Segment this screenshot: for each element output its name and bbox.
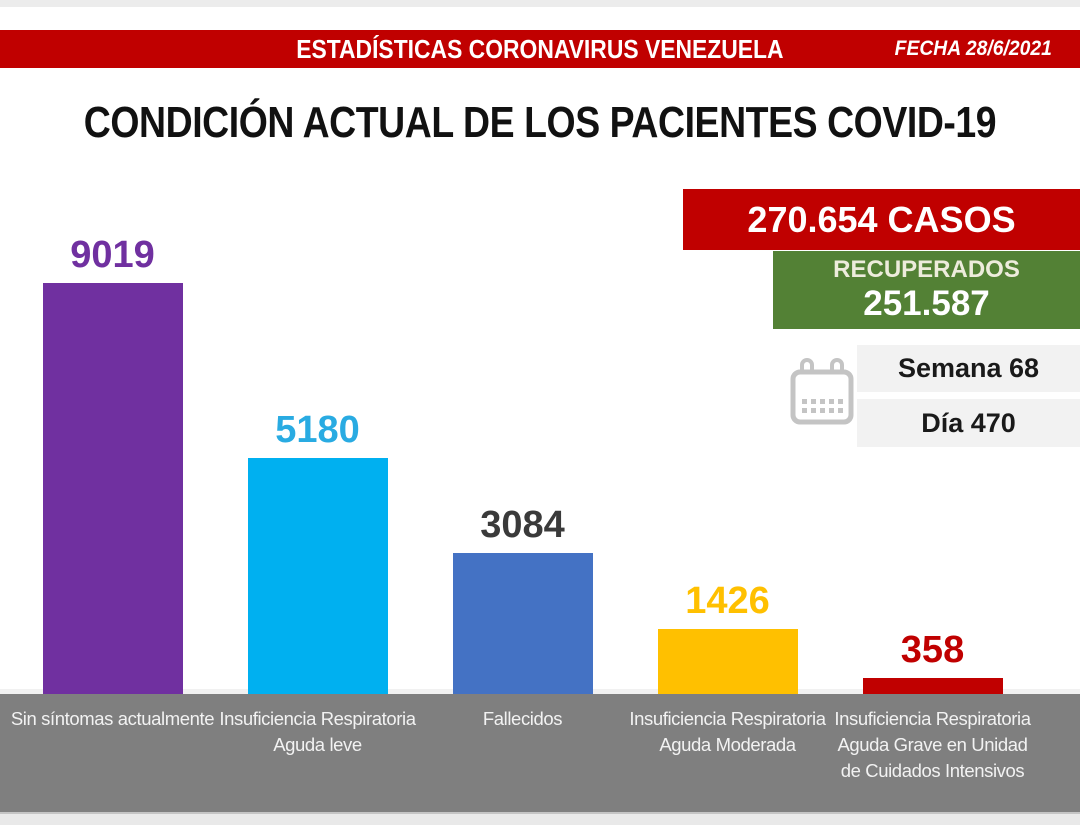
category-band: Sin síntomas actualmente Insuficiencia R…	[0, 694, 1080, 812]
top-edge-strip	[0, 0, 1080, 7]
bar-ira-leve	[247, 458, 388, 694]
category-label-fallecidos: Fallecidos	[482, 708, 563, 729]
bar-chart: 9019 5180 3084 1426 358	[10, 233, 1035, 694]
bar-value-label: 9019	[70, 234, 155, 276]
bottom-edge-strip	[0, 812, 1080, 825]
recovered-title: RECUPERADOS	[833, 256, 1020, 283]
header-date: FECHA 28/6/2021	[894, 37, 1052, 60]
calendar-icon	[789, 355, 855, 431]
bar-column-ira-leve: 5180	[215, 408, 420, 694]
bar-value-label: 1426	[685, 580, 770, 622]
category-label-ira-leve: Insuficiencia Respiratoria Aguda leve	[219, 708, 416, 755]
category-row: Sin síntomas actualmente Insuficiencia R…	[10, 706, 1035, 784]
bar-sin-sintomas	[42, 283, 183, 694]
recovered-value: 251.587	[863, 284, 990, 323]
day-label: Día 470	[921, 407, 1016, 438]
header-title: ESTADÍSTICAS CORONAVIRUS VENEZUELA	[296, 33, 784, 64]
category-label-sin-sintomas: Sin síntomas actualmente	[10, 708, 215, 729]
bar-column-sin-sintomas: 9019	[10, 233, 215, 694]
bar-column-ira-grave-uci: 358	[830, 628, 1035, 694]
bar-value-label: 358	[900, 629, 965, 671]
bar-column-ira-moderada: 1426	[625, 579, 830, 694]
bar-column-fallecidos: 3084	[420, 503, 625, 694]
bar-ira-moderada	[657, 629, 798, 694]
header-bar: ESTADÍSTICAS CORONAVIRUS VENEZUELA FECHA…	[0, 30, 1080, 68]
recovered-banner: RECUPERADOS 251.587	[773, 251, 1080, 329]
bar-value-label: 5180	[275, 409, 360, 451]
category-label-ira-moderada: Insuficiencia Respiratoria Aguda Moderad…	[629, 708, 826, 755]
total-cases-label: 270.654 CASOS	[747, 198, 1016, 240]
bar-fallecidos	[452, 553, 593, 694]
week-label: Semana 68	[897, 353, 1040, 383]
page-title: CONDICIÓN ACTUAL DE LOS PACIENTES COVID-…	[83, 98, 997, 147]
bar-value-label: 3084	[480, 504, 565, 546]
day-box: Día 470	[857, 399, 1080, 447]
total-cases-banner: 270.654 CASOS	[683, 189, 1080, 250]
bar-ira-grave-uci	[862, 678, 1003, 694]
category-label-ira-grave-uci: Insuficiencia Respiratoria Aguda Grave e…	[834, 708, 1031, 781]
week-box: Semana 68	[857, 345, 1080, 392]
